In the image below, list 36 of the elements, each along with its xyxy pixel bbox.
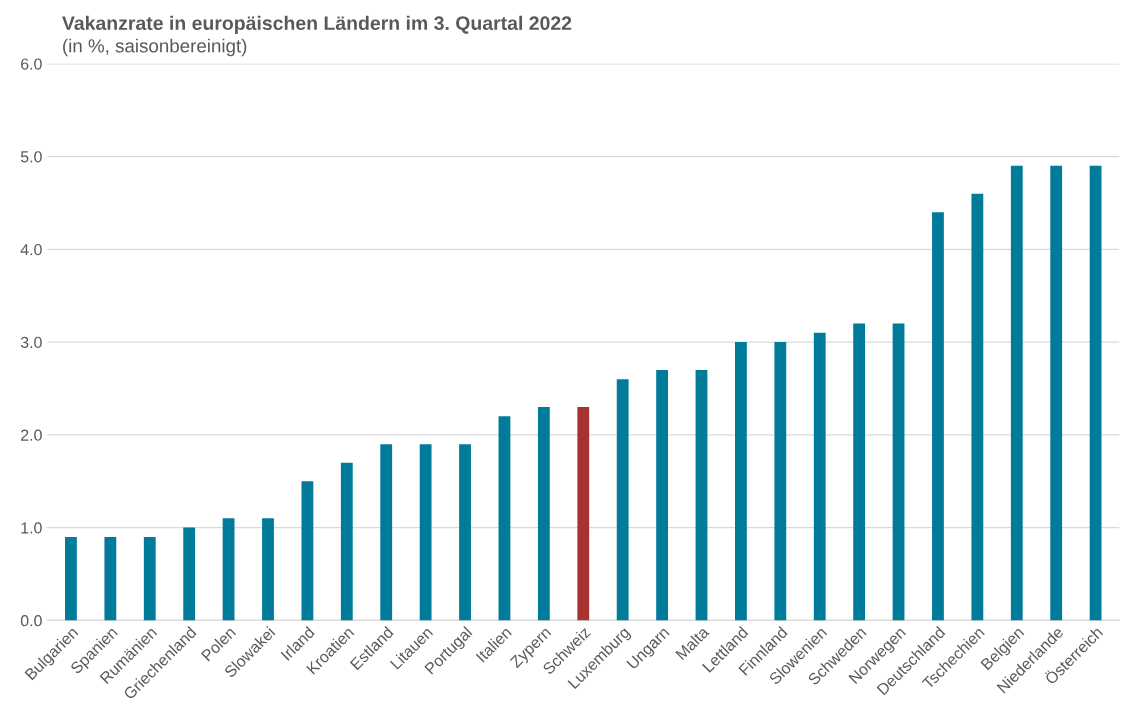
bar xyxy=(577,407,590,621)
bar xyxy=(695,369,708,621)
bar xyxy=(656,369,668,621)
chart-subtitle: (in %, saisonbereinigt) xyxy=(63,38,247,57)
bar xyxy=(340,462,353,621)
y-tick-label: 0.0 xyxy=(20,615,42,627)
bar xyxy=(143,536,156,621)
bar xyxy=(104,536,117,621)
bar xyxy=(537,407,550,621)
bar xyxy=(65,536,77,621)
y-tick-label: 6.0 xyxy=(21,58,42,70)
bar xyxy=(301,481,314,621)
bar xyxy=(813,332,826,621)
y-tick-label: 3.0 xyxy=(20,336,42,349)
y-tick-label: 4.0 xyxy=(20,243,42,256)
bar xyxy=(853,323,866,621)
chart-title: Vakanzrate in europäischen Ländern im 3. Quartal 2022 xyxy=(62,15,572,34)
bar xyxy=(262,518,274,621)
y-tick-label: 1.0 xyxy=(21,522,42,534)
bar xyxy=(380,444,393,621)
y-tick-label: 5.0 xyxy=(20,151,42,163)
y-tick-label: 2.0 xyxy=(21,429,42,441)
bar xyxy=(616,379,629,621)
bar xyxy=(459,444,471,621)
bar xyxy=(222,518,235,621)
bar xyxy=(892,323,905,621)
bar xyxy=(498,416,511,621)
bar xyxy=(1010,165,1023,621)
bar xyxy=(419,444,432,621)
bar xyxy=(735,342,747,621)
bar xyxy=(1089,165,1102,621)
bar xyxy=(932,212,944,621)
bar xyxy=(183,527,196,621)
bar xyxy=(971,193,984,621)
bar xyxy=(1050,165,1063,621)
bar xyxy=(774,342,787,621)
